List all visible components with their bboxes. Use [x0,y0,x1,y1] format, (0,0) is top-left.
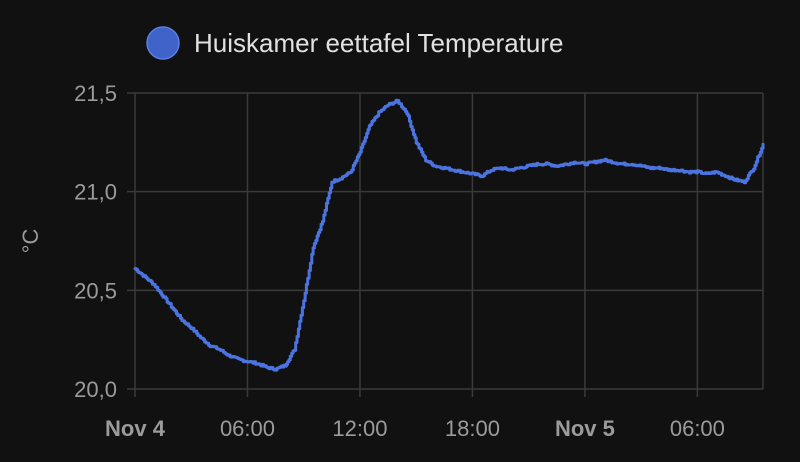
y-tick-label: 20,0 [74,377,117,402]
legend-label: Huiskamer eettafel Temperature [194,28,563,58]
y-axis-label: °C [18,229,43,254]
x-tick-label: Nov 5 [555,416,615,441]
x-tick-label: 06:00 [220,416,275,441]
legend-marker [146,26,180,60]
plot-area[interactable] [133,98,765,372]
x-tick-label: 12:00 [332,416,387,441]
x-tick-label: Nov 4 [105,416,166,441]
y-axis-ticks: 20,0 20,5 21,0 21,5 [74,81,117,402]
grid [127,92,764,397]
y-tick-label: 21,5 [74,81,117,106]
y-tick-label: 20,5 [74,278,117,303]
x-tick-label: 06:00 [670,416,725,441]
y-tick-label: 21,0 [74,180,117,205]
series-line[interactable] [133,98,765,372]
legend[interactable]: Huiskamer eettafel Temperature [146,26,563,60]
x-tick-label: 18:00 [445,416,500,441]
x-axis-ticks: Nov 4 06:00 12:00 18:00 Nov 5 06:00 [105,416,725,441]
